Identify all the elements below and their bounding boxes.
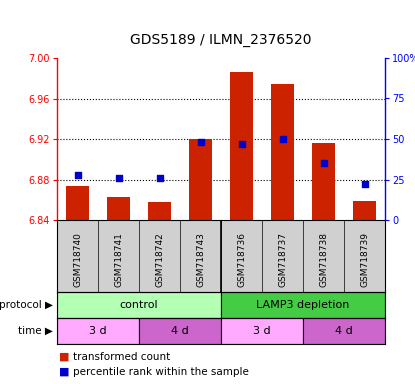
- Text: protocol ▶: protocol ▶: [0, 300, 53, 310]
- Bar: [66, 185, 89, 220]
- Text: LAMP3 depletion: LAMP3 depletion: [256, 300, 350, 310]
- Bar: [148, 202, 171, 220]
- Text: GSM718739: GSM718739: [360, 232, 369, 287]
- Bar: [312, 143, 335, 220]
- Text: ■: ■: [59, 367, 69, 377]
- Bar: [139, 318, 221, 344]
- Bar: [230, 72, 253, 220]
- Bar: [57, 318, 139, 344]
- Bar: [271, 84, 294, 220]
- Point: [115, 175, 122, 181]
- Bar: [57, 292, 221, 318]
- Text: percentile rank within the sample: percentile rank within the sample: [73, 367, 249, 377]
- Point: [74, 172, 81, 178]
- Bar: [221, 318, 303, 344]
- Text: GSM718743: GSM718743: [196, 232, 205, 287]
- Text: 3 d: 3 d: [253, 326, 271, 336]
- Text: ■: ■: [59, 352, 69, 362]
- Point: [238, 141, 245, 147]
- Point: [361, 181, 368, 187]
- Text: transformed count: transformed count: [73, 352, 170, 362]
- Bar: [107, 197, 130, 220]
- Text: GSM718738: GSM718738: [319, 232, 328, 287]
- Text: 3 d: 3 d: [89, 326, 107, 336]
- Bar: [189, 139, 212, 220]
- Text: GSM718736: GSM718736: [237, 232, 246, 287]
- Point: [197, 139, 204, 145]
- Bar: [353, 201, 376, 220]
- Text: control: control: [120, 300, 158, 310]
- Point: [156, 175, 163, 181]
- Text: time ▶: time ▶: [18, 326, 53, 336]
- Point: [320, 160, 327, 166]
- Text: 4 d: 4 d: [171, 326, 189, 336]
- Text: 4 d: 4 d: [335, 326, 353, 336]
- Text: GSM718740: GSM718740: [73, 232, 82, 287]
- Text: GSM718741: GSM718741: [114, 232, 123, 287]
- Point: [279, 136, 286, 142]
- Text: GDS5189 / ILMN_2376520: GDS5189 / ILMN_2376520: [130, 33, 312, 47]
- Bar: [303, 318, 385, 344]
- Bar: [221, 292, 385, 318]
- Text: GSM718742: GSM718742: [155, 232, 164, 287]
- Text: GSM718737: GSM718737: [278, 232, 287, 287]
